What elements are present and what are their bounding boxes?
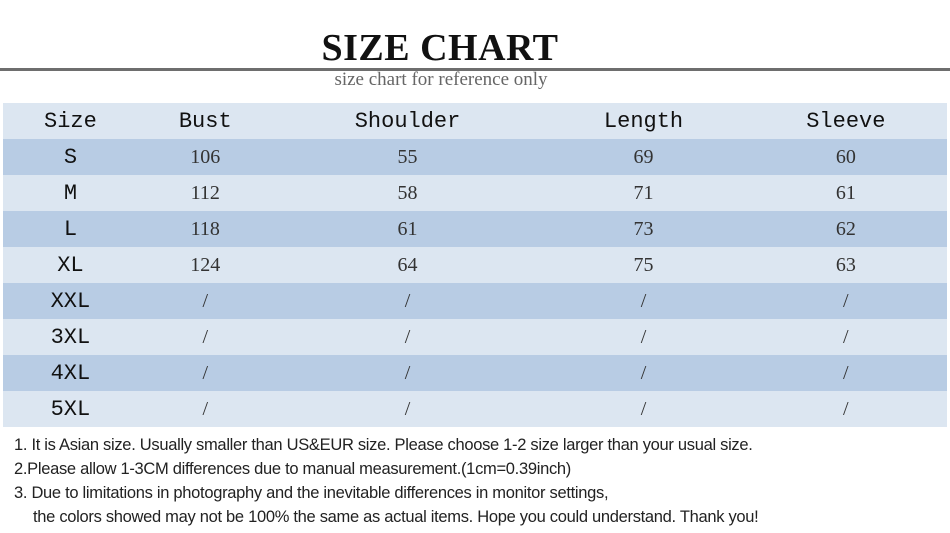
- column-header-sleeve: Sleeve: [806, 108, 886, 134]
- measurement-cell: 106: [190, 145, 221, 168]
- measurement-cell: /: [404, 361, 411, 384]
- measurement-cell: 60: [835, 145, 856, 168]
- table-row: XL 124 64 75 63: [3, 247, 947, 283]
- size-cell: 4XL: [50, 360, 91, 386]
- size-cell: L: [63, 216, 78, 242]
- measurement-cell: 112: [190, 181, 220, 204]
- measurement-cell: 118: [190, 217, 220, 240]
- size-cell: S: [63, 144, 78, 170]
- measurement-cell: 63: [835, 253, 856, 276]
- size-cell: M: [63, 180, 78, 206]
- size-cell: XXL: [50, 288, 91, 314]
- measurement-cell: 61: [835, 181, 856, 204]
- measurement-cell: /: [640, 325, 647, 348]
- note-3: 3. Due to limitations in photography and…: [14, 484, 609, 502]
- measurement-cell: 71: [633, 181, 654, 204]
- measurement-cell: /: [843, 325, 849, 348]
- size-cell: 3XL: [50, 324, 91, 350]
- measurement-cell: 75: [633, 253, 654, 276]
- table-header-row: Size Bust Shoulder Length Sleeve: [3, 103, 947, 139]
- size-cell: XL: [57, 252, 84, 278]
- table-row: XXL / / / /: [3, 283, 947, 319]
- table-row: M 112 58 71 61: [3, 175, 947, 211]
- size-cell: 5XL: [50, 396, 91, 422]
- page-subtitle: size chart for reference only: [334, 69, 548, 90]
- measurement-cell: /: [843, 361, 849, 384]
- column-header-bust: Bust: [178, 108, 232, 134]
- measurement-cell: /: [202, 289, 209, 312]
- measurement-cell: 69: [633, 145, 654, 168]
- measurement-cell: 61: [397, 217, 418, 240]
- measurement-cell: /: [202, 361, 209, 384]
- measurement-cell: /: [640, 289, 647, 312]
- measurement-cell: /: [404, 397, 411, 420]
- measurement-cell: 73: [633, 217, 654, 240]
- note-3-continued: the colors showed may not be 100% the sa…: [33, 508, 759, 526]
- measurement-cell: /: [843, 397, 849, 420]
- table-row: S 106 55 69 60: [3, 139, 947, 175]
- measurement-cell: 124: [190, 253, 221, 276]
- size-table: Size Bust Shoulder Length Sleeve S 106 55 6…: [3, 103, 947, 427]
- measurement-cell: 58: [397, 181, 418, 204]
- table-row: 4XL / / / /: [3, 355, 947, 391]
- measurement-cell: 64: [397, 253, 418, 276]
- measurement-cell: /: [202, 397, 209, 420]
- measurement-cell: /: [843, 289, 849, 312]
- column-header-size: Size: [44, 108, 97, 134]
- page-title: SIZE CHART: [321, 27, 559, 69]
- measurement-cell: /: [202, 325, 209, 348]
- notes: 1. It is Asian size. Usually smaller tha…: [14, 433, 759, 529]
- column-header-shoulder: Shoulder: [354, 108, 461, 134]
- title-divider: [0, 68, 950, 71]
- measurement-cell: /: [404, 325, 411, 348]
- note-2: 2.Please allow 1-3CM differences due to …: [14, 460, 571, 478]
- measurement-cell: 62: [835, 217, 856, 240]
- measurement-cell: /: [640, 397, 647, 420]
- table-row: L 118 61 73 62: [3, 211, 947, 247]
- table-row: 3XL / / / /: [3, 319, 947, 355]
- table-row: 5XL / / / /: [3, 391, 947, 427]
- measurement-cell: /: [640, 361, 647, 384]
- note-1: 1. It is Asian size. Usually smaller tha…: [14, 436, 753, 454]
- column-header-length: Length: [603, 108, 684, 134]
- measurement-cell: 55: [397, 145, 418, 168]
- measurement-cell: /: [404, 289, 411, 312]
